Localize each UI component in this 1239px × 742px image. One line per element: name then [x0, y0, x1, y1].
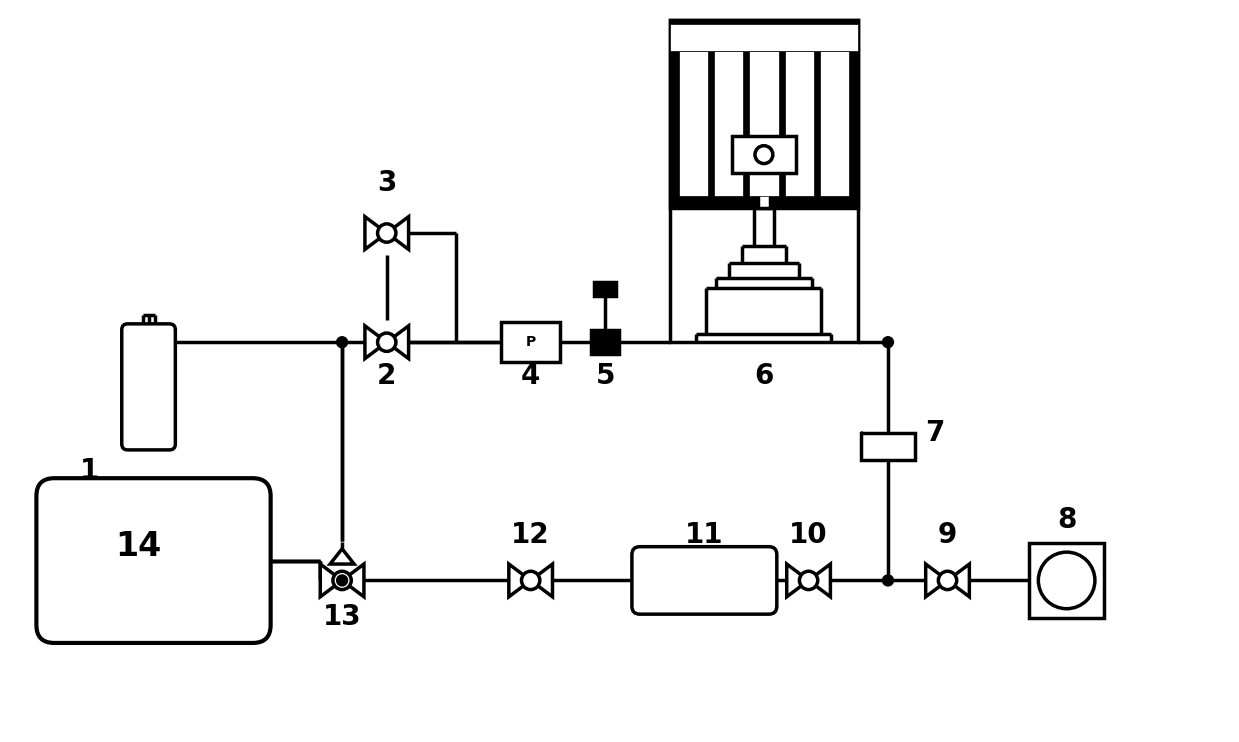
Circle shape — [378, 224, 396, 242]
Circle shape — [337, 575, 348, 586]
Text: 4: 4 — [520, 362, 540, 390]
Polygon shape — [926, 564, 948, 597]
Text: 2: 2 — [377, 362, 396, 390]
Polygon shape — [809, 564, 830, 597]
Bar — [732, 136, 797, 174]
Text: 9: 9 — [938, 521, 958, 548]
Polygon shape — [509, 564, 530, 597]
Bar — [595, 282, 616, 295]
Circle shape — [938, 571, 957, 590]
Text: 13: 13 — [323, 603, 362, 631]
Text: 14: 14 — [115, 530, 162, 562]
Circle shape — [1038, 552, 1095, 608]
Circle shape — [378, 333, 396, 352]
FancyBboxPatch shape — [121, 324, 176, 450]
Bar — [669, 19, 859, 342]
Text: P: P — [525, 335, 535, 349]
Polygon shape — [530, 564, 553, 597]
Bar — [669, 24, 859, 51]
Circle shape — [333, 571, 352, 590]
Bar — [669, 19, 859, 209]
Polygon shape — [330, 549, 354, 564]
Polygon shape — [948, 564, 969, 597]
Text: 10: 10 — [789, 521, 828, 548]
FancyBboxPatch shape — [632, 547, 777, 614]
Bar — [750, 51, 778, 197]
Bar — [1030, 543, 1104, 617]
Polygon shape — [387, 326, 409, 358]
Polygon shape — [320, 564, 342, 597]
Circle shape — [522, 571, 540, 590]
FancyBboxPatch shape — [36, 478, 270, 643]
Text: 1: 1 — [79, 456, 99, 485]
Polygon shape — [366, 326, 387, 358]
Bar — [714, 51, 743, 197]
Polygon shape — [342, 564, 364, 597]
Polygon shape — [366, 217, 387, 249]
Text: 6: 6 — [755, 362, 773, 390]
Bar — [820, 51, 849, 197]
Circle shape — [755, 145, 773, 163]
Circle shape — [882, 337, 893, 348]
Text: 7: 7 — [926, 419, 944, 447]
Circle shape — [882, 575, 893, 586]
Text: 8: 8 — [1057, 506, 1077, 534]
Bar — [784, 51, 814, 197]
Text: 3: 3 — [377, 169, 396, 197]
Text: 11: 11 — [685, 521, 724, 548]
Text: 12: 12 — [512, 521, 550, 548]
Circle shape — [799, 571, 818, 590]
Bar — [758, 174, 769, 209]
Bar — [501, 322, 560, 362]
Bar — [591, 330, 620, 354]
Bar — [679, 51, 707, 197]
Bar — [861, 433, 916, 460]
Polygon shape — [387, 217, 409, 249]
Circle shape — [337, 337, 348, 348]
Polygon shape — [787, 564, 809, 597]
Text: 5: 5 — [596, 362, 615, 390]
